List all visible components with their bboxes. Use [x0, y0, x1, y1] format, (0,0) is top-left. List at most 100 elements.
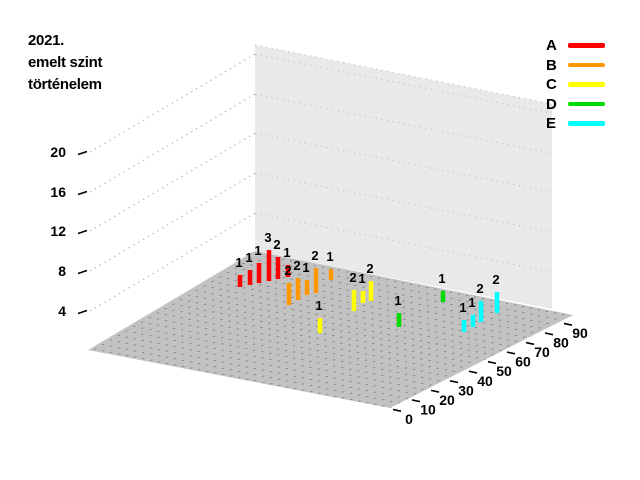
bar-count-label: 1 [283, 245, 290, 260]
bar-series-C [317, 318, 323, 333]
z-axis-tick-label: 16 [50, 184, 66, 200]
chart-title: 2021. emelt szint történelem [28, 30, 103, 96]
z-gridline [89, 53, 256, 153]
z-axis-tick-label: 8 [58, 263, 66, 279]
bar-series-B [328, 269, 334, 280]
bar-count-label: 1 [245, 250, 252, 265]
back-wall [255, 45, 552, 309]
z-gridline-wall [254, 53, 553, 114]
legend-color-line [568, 101, 605, 107]
z-axis-tick-mark [77, 229, 88, 235]
x-axis-tick-mark [506, 351, 516, 355]
bar-series-B [304, 280, 310, 295]
z-axis-tick-mark [77, 309, 88, 315]
x-axis-tick-mark [392, 408, 402, 412]
bar-count-label: 2 [284, 263, 291, 278]
chart-title-line-1: 2021. [28, 32, 65, 49]
x-axis-tick-label: 40 [477, 373, 493, 389]
bar-series-A [237, 275, 243, 287]
x-axis-tick-mark [411, 399, 421, 403]
x-axis-tick-label: 30 [458, 382, 474, 398]
bar-series-A [256, 263, 262, 283]
z-gridline [89, 132, 256, 232]
bar-count-label: 2 [476, 281, 483, 296]
legend-label: C [546, 76, 557, 93]
bar-count-label: 1 [459, 300, 466, 315]
legend: A B C D E [546, 36, 605, 134]
bar-series-E [470, 315, 476, 327]
bar-series-C [351, 290, 357, 311]
wall-top-gridline [254, 44, 553, 105]
bar-series-A [247, 270, 253, 285]
bar-count-label: 1 [235, 255, 242, 270]
z-gridline [89, 212, 256, 312]
bar-count-label: 1 [394, 293, 401, 308]
x-axis-tick-label: 10 [420, 401, 436, 417]
z-gridline-wall [254, 93, 553, 154]
legend-item-a: A [546, 36, 605, 55]
bar-series-B [313, 268, 319, 293]
legend-label: A [546, 37, 557, 54]
legend-label: D [546, 95, 557, 113]
z-gridline [89, 93, 256, 193]
bar-count-label: 2 [293, 258, 300, 273]
x-axis-tick-mark [468, 370, 478, 374]
bar-series-C [360, 291, 366, 303]
bar-count-label: 1 [326, 249, 333, 264]
x-axis-tick-mark [487, 360, 497, 365]
bar-series-E [461, 320, 467, 332]
x-axis-tick-label: 70 [534, 344, 550, 360]
bar-series-E [478, 301, 484, 322]
x-axis-tick-label: 50 [496, 363, 512, 379]
x-axis-tick-mark [563, 322, 573, 326]
legend-color-line [568, 43, 605, 48]
x-axis-tick-label: 0 [405, 411, 413, 427]
x-axis-tick-label: 90 [572, 325, 588, 341]
legend-color-line [568, 121, 605, 126]
bar-count-label: 3 [264, 230, 271, 245]
x-axis-tick-mark [430, 389, 440, 393]
bar-count-label: 1 [315, 298, 322, 313]
bar-series-D [440, 291, 446, 302]
bar-series-A [275, 257, 281, 279]
z-axis-tick-mark [77, 269, 88, 275]
bar-series-C [368, 281, 374, 301]
x-axis-tick-label: 60 [515, 354, 531, 370]
legend-item-b: B [546, 56, 605, 75]
legend-color-line [568, 82, 605, 87]
x-axis-tick-mark [544, 332, 554, 336]
bar-count-label: 1 [254, 243, 261, 258]
x-axis-tick-mark [449, 380, 459, 384]
bar-series-D [396, 313, 402, 327]
bar-count-label: 2 [492, 272, 499, 287]
x-axis-tick-label: 20 [439, 392, 455, 408]
z-gridline-wall [254, 132, 553, 193]
z-gridline-wall [254, 172, 553, 233]
z-axis-tick-label: 4 [58, 303, 66, 319]
x-axis-tick-mark [525, 341, 535, 346]
bar-count-label: 1 [358, 271, 365, 286]
z-axis-tick-label: 12 [50, 223, 66, 239]
bar-series-A [266, 250, 272, 281]
legend-label: E [546, 115, 557, 132]
bar-count-label: 1 [302, 260, 309, 275]
chart-title-line-3: történelem [28, 76, 102, 93]
chart-title-line-2: emelt szint [28, 54, 103, 71]
bar-count-label: 2 [311, 248, 318, 263]
bar-series-B [286, 283, 292, 305]
z-axis-tick-mark [77, 150, 88, 156]
z-axis-tick-mark [77, 190, 88, 196]
bar-series-E [494, 292, 500, 313]
legend-color-line [568, 62, 605, 68]
x-axis-tick-label: 80 [553, 335, 569, 351]
bar-series-A [285, 265, 291, 277]
z-gridline-wall [254, 212, 553, 273]
floor-dot-grid [88, 251, 573, 408]
bar-count-label: 2 [366, 261, 373, 276]
legend-label: B [546, 56, 557, 74]
z-axis-tick-label: 20 [50, 144, 66, 160]
bar-count-label: 2 [349, 270, 356, 285]
bar-count-label: 2 [273, 237, 280, 252]
